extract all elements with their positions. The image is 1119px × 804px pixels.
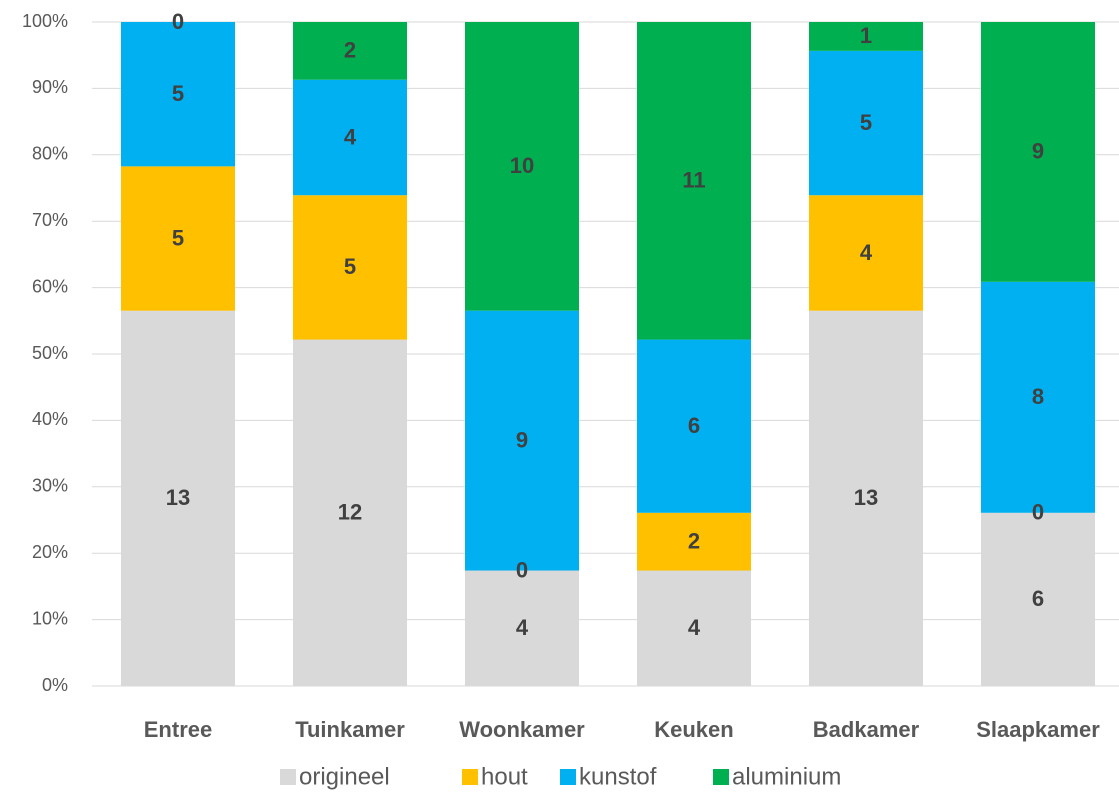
data-label: 5 — [860, 110, 872, 135]
bar-segment — [637, 512, 751, 571]
data-label: 10 — [510, 153, 534, 178]
y-tick-label: 60% — [32, 276, 68, 296]
data-label: 12 — [338, 500, 362, 525]
data-label: 13 — [166, 485, 190, 510]
data-label: 6 — [1032, 586, 1044, 611]
legend-label: hout — [481, 763, 528, 790]
bar-segment — [809, 50, 923, 196]
data-label: 0 — [1032, 500, 1044, 525]
legend-label: origineel — [299, 763, 390, 790]
x-tick-label: Badkamer — [813, 717, 920, 742]
x-tick-label: Woonkamer — [459, 717, 585, 742]
bar-segment — [293, 195, 407, 340]
data-label: 13 — [854, 485, 878, 510]
bar-segment — [637, 570, 751, 686]
data-label: 4 — [860, 240, 873, 265]
y-tick-label: 20% — [32, 542, 68, 562]
x-tick-label: Tuinkamer — [295, 717, 405, 742]
y-tick-label: 100% — [22, 11, 68, 31]
y-tick-label: 10% — [32, 608, 68, 628]
data-label: 0 — [516, 557, 528, 582]
bar-segment — [465, 310, 579, 571]
data-label: 9 — [1032, 139, 1044, 164]
bar-segment — [809, 22, 923, 51]
y-tick-label: 30% — [32, 476, 68, 496]
data-label: 2 — [344, 38, 356, 63]
bar-segment — [121, 310, 235, 686]
data-label: 1 — [860, 23, 872, 48]
x-tick-label: Entree — [144, 717, 212, 742]
x-tick-label: Keuken — [654, 717, 733, 742]
data-label: 5 — [172, 81, 184, 106]
y-tick-label: 50% — [32, 343, 68, 363]
data-label: 4 — [344, 124, 357, 149]
bar-segment — [293, 79, 407, 196]
y-tick-label: 70% — [32, 210, 68, 230]
bar-segment — [637, 22, 751, 340]
bar-segment — [809, 195, 923, 311]
data-label: 0 — [172, 9, 184, 34]
legend-swatch — [280, 769, 296, 785]
data-label: 4 — [516, 615, 529, 640]
legend-swatch — [462, 769, 478, 785]
bar-segment — [465, 570, 579, 686]
y-tick-label: 40% — [32, 409, 68, 429]
legend-swatch — [560, 769, 576, 785]
bar-segment — [637, 339, 751, 513]
legend-label: aluminium — [732, 763, 841, 790]
legend-label: kunstof — [579, 763, 657, 790]
bar-segment — [121, 166, 235, 311]
data-label: 5 — [344, 254, 356, 279]
bar-segment — [981, 512, 1095, 686]
legend-swatch — [713, 769, 729, 785]
y-tick-label: 0% — [42, 675, 68, 695]
bar-segment — [981, 281, 1095, 513]
x-tick-label: Slaapkamer — [976, 717, 1100, 742]
y-tick-label: 90% — [32, 77, 68, 97]
data-label: 11 — [682, 168, 705, 193]
bar-segment — [293, 339, 407, 686]
data-label: 8 — [1032, 384, 1044, 409]
data-label: 2 — [688, 528, 700, 553]
data-label: 9 — [516, 427, 528, 452]
data-label: 6 — [688, 413, 700, 438]
data-label: 5 — [172, 225, 184, 250]
bar-segment — [293, 22, 407, 80]
bar-segment — [465, 22, 579, 311]
data-label: 4 — [688, 615, 701, 640]
bar-segment — [981, 22, 1095, 282]
bar-segment — [121, 22, 235, 167]
bar-segment — [809, 310, 923, 686]
y-tick-label: 80% — [32, 144, 68, 164]
